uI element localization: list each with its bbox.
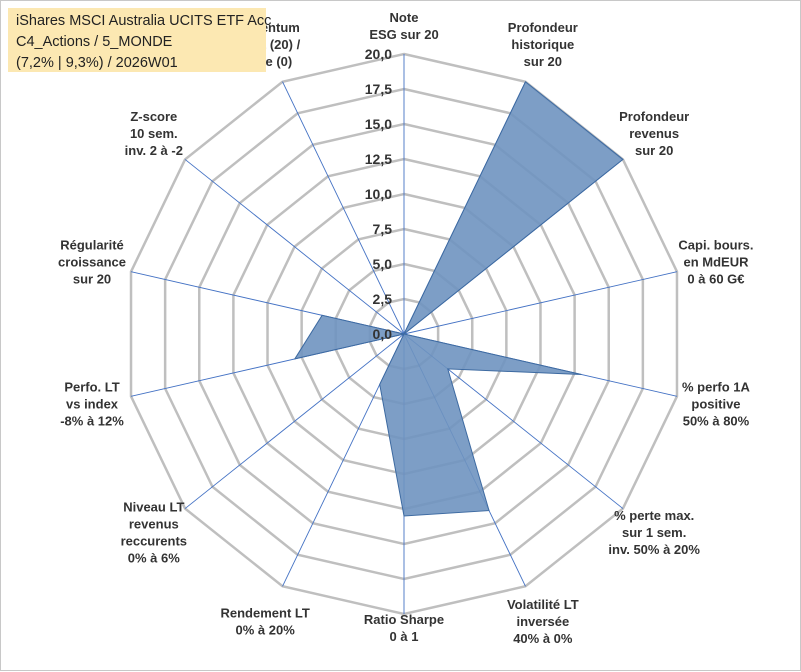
axis-label-1-line-2: sur 20 — [524, 54, 562, 69]
axis-label-0-line-0: Note — [390, 10, 419, 25]
tick-label-4: 10,0 — [365, 186, 392, 202]
axis-label-2: Profondeur revenus sur 20 — [619, 109, 689, 158]
tick-label-7: 17,5 — [365, 81, 392, 97]
axis-label-6-line-0: Volatilité LT — [507, 597, 579, 612]
tick-label-2: 5,0 — [373, 256, 393, 272]
tick-label-0: 0,0 — [373, 326, 393, 342]
axis-label-1-line-1: historique — [511, 37, 574, 52]
axis-label-5-line-2: inv. 50% à 20% — [608, 542, 700, 557]
axis-label-3: Capi. bours. en MdEUR 0 à 60 G€ — [678, 237, 753, 286]
axis-label-11: Régularité croissance sur 20 — [58, 237, 126, 286]
axis-label-8-line-1: 0% à 20% — [236, 622, 296, 637]
axis-label-7-line-0: Ratio Sharpe — [364, 612, 444, 627]
tick-label-8: 20,0 — [365, 46, 392, 62]
axis-label-3-line-0: Capi. bours. — [678, 237, 753, 252]
title-line-1: iShares MSCI Australia UCITS ETF Acc — [16, 13, 271, 29]
axis-label-2-line-2: sur 20 — [635, 143, 673, 158]
axis-label-1-line-0: Profondeur — [508, 20, 578, 35]
tick-label-3: 7,5 — [373, 221, 393, 237]
axis-label-11-line-1: croissance — [58, 254, 126, 269]
axis-label-10: Perfo. LT vs index -8% à 12% — [60, 380, 124, 429]
axis-label-11-line-2: sur 20 — [73, 271, 111, 286]
axis-label-4-line-0: % perfo 1A — [682, 380, 751, 395]
axis-label-2-line-0: Profondeur — [619, 109, 689, 124]
axis-label-10-line-1: vs index — [66, 397, 119, 412]
axis-label-9-line-0: Niveau LT — [123, 500, 184, 515]
axis-label-9: Niveau LT revenus reccurents 0% à 6% — [121, 500, 187, 566]
axis-label-12-line-1: 10 sem. — [130, 126, 178, 141]
axis-label-8: Rendement LT 0% à 20% — [220, 605, 309, 637]
axis-label-6-line-2: 40% à 0% — [513, 631, 573, 646]
axis-label-10-line-2: -8% à 12% — [60, 414, 124, 429]
axis-label-0: Note ESG sur 20 — [369, 10, 438, 42]
tick-label-1: 2,5 — [373, 291, 393, 307]
axis-label-11-line-0: Régularité — [60, 237, 124, 252]
axis-label-12-line-0: Z-score — [130, 109, 177, 124]
axis-label-5: % perte max. sur 1 sem. inv. 50% à 20% — [608, 508, 700, 557]
tick-label-5: 12,5 — [365, 151, 392, 167]
axis-label-9-line-2: reccurents — [121, 534, 187, 549]
title-line-3: (7,2% | 9,3%) / 2026W01 — [16, 55, 178, 71]
tick-label-6: 15,0 — [365, 116, 392, 132]
title-line-2: C4_Actions / 5_MONDE — [16, 34, 172, 50]
axis-label-8-line-0: Rendement LT — [220, 605, 309, 620]
axis-label-5-line-1: sur 1 sem. — [622, 525, 686, 540]
axis-label-4: % perfo 1A positive 50% à 80% — [682, 380, 751, 429]
axis-label-7: Ratio Sharpe 0 à 1 — [364, 612, 444, 644]
axis-label-4-line-1: positive — [691, 397, 740, 412]
axis-label-9-line-3: 0% à 6% — [128, 551, 180, 566]
axis-label-12: Z-score 10 sem. inv. 2 à -2 — [125, 109, 183, 158]
axis-label-6-line-1: inversée — [516, 614, 569, 629]
axis-label-4-line-2: 50% à 80% — [683, 414, 750, 429]
axis-label-0-line-1: ESG sur 20 — [369, 27, 438, 42]
axis-label-3-line-2: 0 à 60 G€ — [687, 271, 744, 286]
title-box: iShares MSCI Australia UCITS ETF Acc C4_… — [8, 8, 266, 72]
axis-label-2-line-1: revenus — [629, 126, 679, 141]
axis-label-3-line-1: en MdEUR — [683, 254, 749, 269]
axis-label-12-line-2: inv. 2 à -2 — [125, 143, 183, 158]
axis-label-9-line-1: revenus — [129, 517, 179, 532]
axis-label-10-line-0: Perfo. LT — [64, 380, 119, 395]
axis-label-1: Profondeur historique sur 20 — [508, 20, 578, 69]
axis-label-6: Volatilité LT inversée 40% à 0% — [507, 597, 579, 646]
axis-label-5-line-0: % perte max. — [614, 508, 694, 523]
axis-label-7-line-1: 0 à 1 — [390, 629, 419, 644]
